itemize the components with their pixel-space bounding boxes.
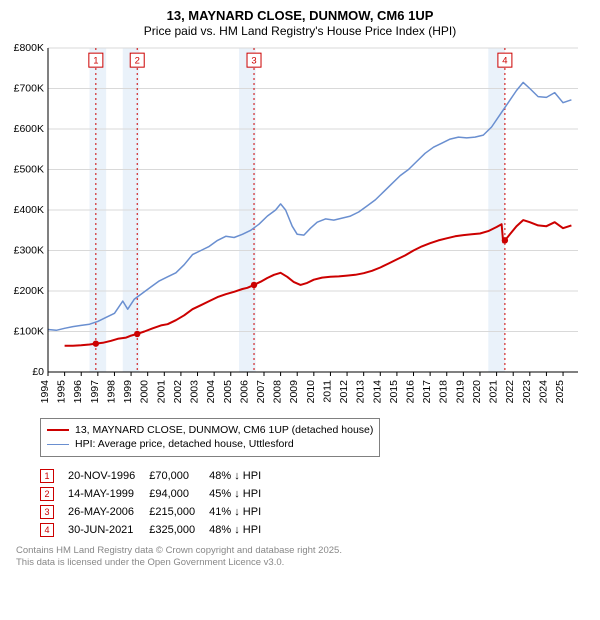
svg-text:£300K: £300K xyxy=(14,244,44,256)
legend-label: 13, MAYNARD CLOSE, DUNMOW, CM6 1UP (deta… xyxy=(75,423,373,438)
footer-attribution: Contains HM Land Registry data © Crown c… xyxy=(16,545,594,570)
sale-marker-box: 3 xyxy=(40,505,54,519)
svg-text:1995: 1995 xyxy=(56,379,68,403)
footer-line-1: Contains HM Land Registry data © Crown c… xyxy=(16,545,594,557)
svg-text:2021: 2021 xyxy=(488,379,500,403)
sales-table: 120-NOV-1996£70,00048% ↓ HPI214-MAY-1999… xyxy=(40,467,275,539)
svg-text:2009: 2009 xyxy=(288,379,300,403)
svg-text:£100K: £100K xyxy=(14,325,44,337)
sale-date: 20-NOV-1996 xyxy=(68,467,149,485)
svg-text:2015: 2015 xyxy=(388,379,400,403)
svg-text:3: 3 xyxy=(251,55,256,66)
sale-price: £70,000 xyxy=(149,467,209,485)
svg-text:2013: 2013 xyxy=(355,379,367,403)
svg-text:2003: 2003 xyxy=(189,379,201,403)
svg-text:2006: 2006 xyxy=(238,379,250,403)
svg-text:1994: 1994 xyxy=(39,379,51,403)
sale-date: 14-MAY-1999 xyxy=(68,485,149,503)
chart-container: 13, MAYNARD CLOSE, DUNMOW, CM6 1UP Price… xyxy=(0,0,600,576)
legend-item: 13, MAYNARD CLOSE, DUNMOW, CM6 1UP (deta… xyxy=(47,423,373,438)
svg-text:£600K: £600K xyxy=(14,123,44,135)
sale-delta: 48% ↓ HPI xyxy=(209,467,275,485)
sale-marker-box: 1 xyxy=(40,469,54,483)
svg-text:2012: 2012 xyxy=(338,379,350,403)
svg-text:2025: 2025 xyxy=(554,379,566,403)
svg-text:£700K: £700K xyxy=(14,82,44,94)
chart-subtitle: Price paid vs. HM Land Registry's House … xyxy=(6,24,594,38)
sale-date: 26-MAY-2006 xyxy=(68,503,149,521)
sale-delta: 41% ↓ HPI xyxy=(209,503,275,521)
table-row: 1 20-NOV-1996£70,00048% ↓ HPI xyxy=(40,467,275,485)
sale-date: 30-JUN-2021 xyxy=(68,521,149,539)
svg-text:2024: 2024 xyxy=(537,379,549,403)
legend-label: HPI: Average price, detached house, Uttl… xyxy=(75,437,294,452)
svg-text:1996: 1996 xyxy=(72,379,84,403)
legend-item: HPI: Average price, detached house, Uttl… xyxy=(47,437,373,452)
svg-text:2007: 2007 xyxy=(255,379,267,403)
svg-text:2004: 2004 xyxy=(205,379,217,403)
svg-text:2005: 2005 xyxy=(222,379,234,403)
svg-text:2020: 2020 xyxy=(471,379,483,403)
line-chart-svg: £0 £100K £200K £300K £400K £500K £600K £700K £80… xyxy=(6,42,586,412)
svg-text:4: 4 xyxy=(502,55,507,66)
svg-text:£200K: £200K xyxy=(14,285,44,297)
table-row: 3 26-MAY-2006£215,00041% ↓ HPI xyxy=(40,503,275,521)
table-row: 4 30-JUN-2021£325,00048% ↓ HPI xyxy=(40,521,275,539)
chart-plot-area: £0 £100K £200K £300K £400K £500K £600K £700K £80… xyxy=(6,42,594,412)
svg-text:2010: 2010 xyxy=(305,379,317,403)
svg-text:£400K: £400K xyxy=(14,204,44,216)
sale-price: £325,000 xyxy=(149,521,209,539)
svg-text:2019: 2019 xyxy=(454,379,466,403)
legend: 13, MAYNARD CLOSE, DUNMOW, CM6 1UP (deta… xyxy=(40,418,380,457)
sale-price: £94,000 xyxy=(149,485,209,503)
svg-text:2: 2 xyxy=(135,55,140,66)
svg-text:£0: £0 xyxy=(32,366,44,378)
svg-text:2022: 2022 xyxy=(504,379,516,403)
sale-marker-box: 4 xyxy=(40,523,54,537)
sale-marker-box: 2 xyxy=(40,487,54,501)
svg-text:2001: 2001 xyxy=(155,379,167,403)
svg-text:£500K: £500K xyxy=(14,163,44,175)
svg-text:1997: 1997 xyxy=(89,379,101,403)
chart-title: 13, MAYNARD CLOSE, DUNMOW, CM6 1UP xyxy=(6,8,594,24)
svg-text:2000: 2000 xyxy=(139,379,151,403)
legend-swatch xyxy=(47,444,69,445)
svg-text:2008: 2008 xyxy=(272,379,284,403)
sale-delta: 45% ↓ HPI xyxy=(209,485,275,503)
svg-text:2011: 2011 xyxy=(321,379,333,402)
svg-text:1998: 1998 xyxy=(105,379,117,403)
sale-price: £215,000 xyxy=(149,503,209,521)
svg-text:2002: 2002 xyxy=(172,379,184,403)
svg-text:1: 1 xyxy=(93,55,98,66)
sale-delta: 48% ↓ HPI xyxy=(209,521,275,539)
table-row: 2 14-MAY-1999£94,00045% ↓ HPI xyxy=(40,485,275,503)
legend-swatch xyxy=(47,429,69,431)
svg-text:2014: 2014 xyxy=(371,379,383,403)
svg-text:2023: 2023 xyxy=(521,379,533,403)
svg-text:2017: 2017 xyxy=(421,379,433,403)
svg-text:1999: 1999 xyxy=(122,379,134,403)
svg-text:£800K: £800K xyxy=(14,42,44,54)
svg-text:2018: 2018 xyxy=(438,379,450,403)
svg-text:2016: 2016 xyxy=(405,379,417,403)
footer-line-2: This data is licensed under the Open Gov… xyxy=(16,557,594,569)
